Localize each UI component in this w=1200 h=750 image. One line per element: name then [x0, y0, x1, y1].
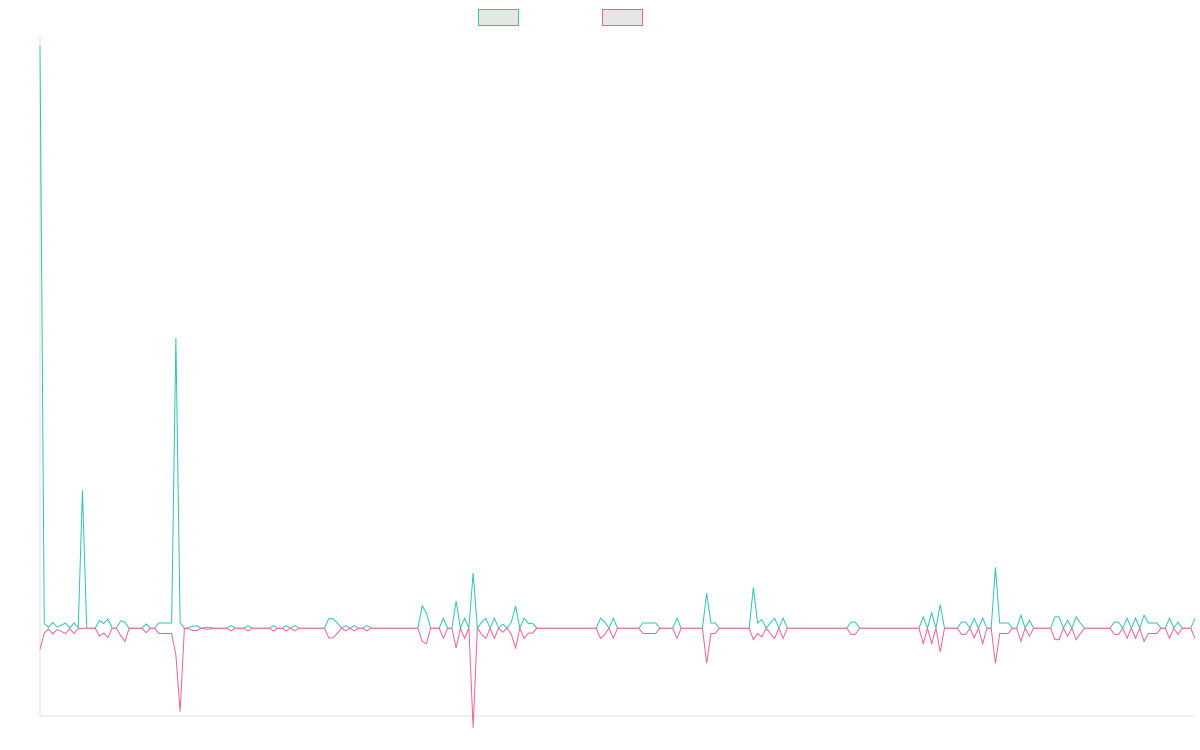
axes [39, 36, 1195, 717]
legend-swatch-2[interactable] [602, 9, 643, 26]
legend[interactable] [478, 9, 643, 26]
series-line-1 [39, 46, 1196, 631]
series-line-2 [39, 626, 1196, 728]
legend-swatch-1[interactable] [478, 9, 519, 26]
series-layer [39, 46, 1196, 728]
